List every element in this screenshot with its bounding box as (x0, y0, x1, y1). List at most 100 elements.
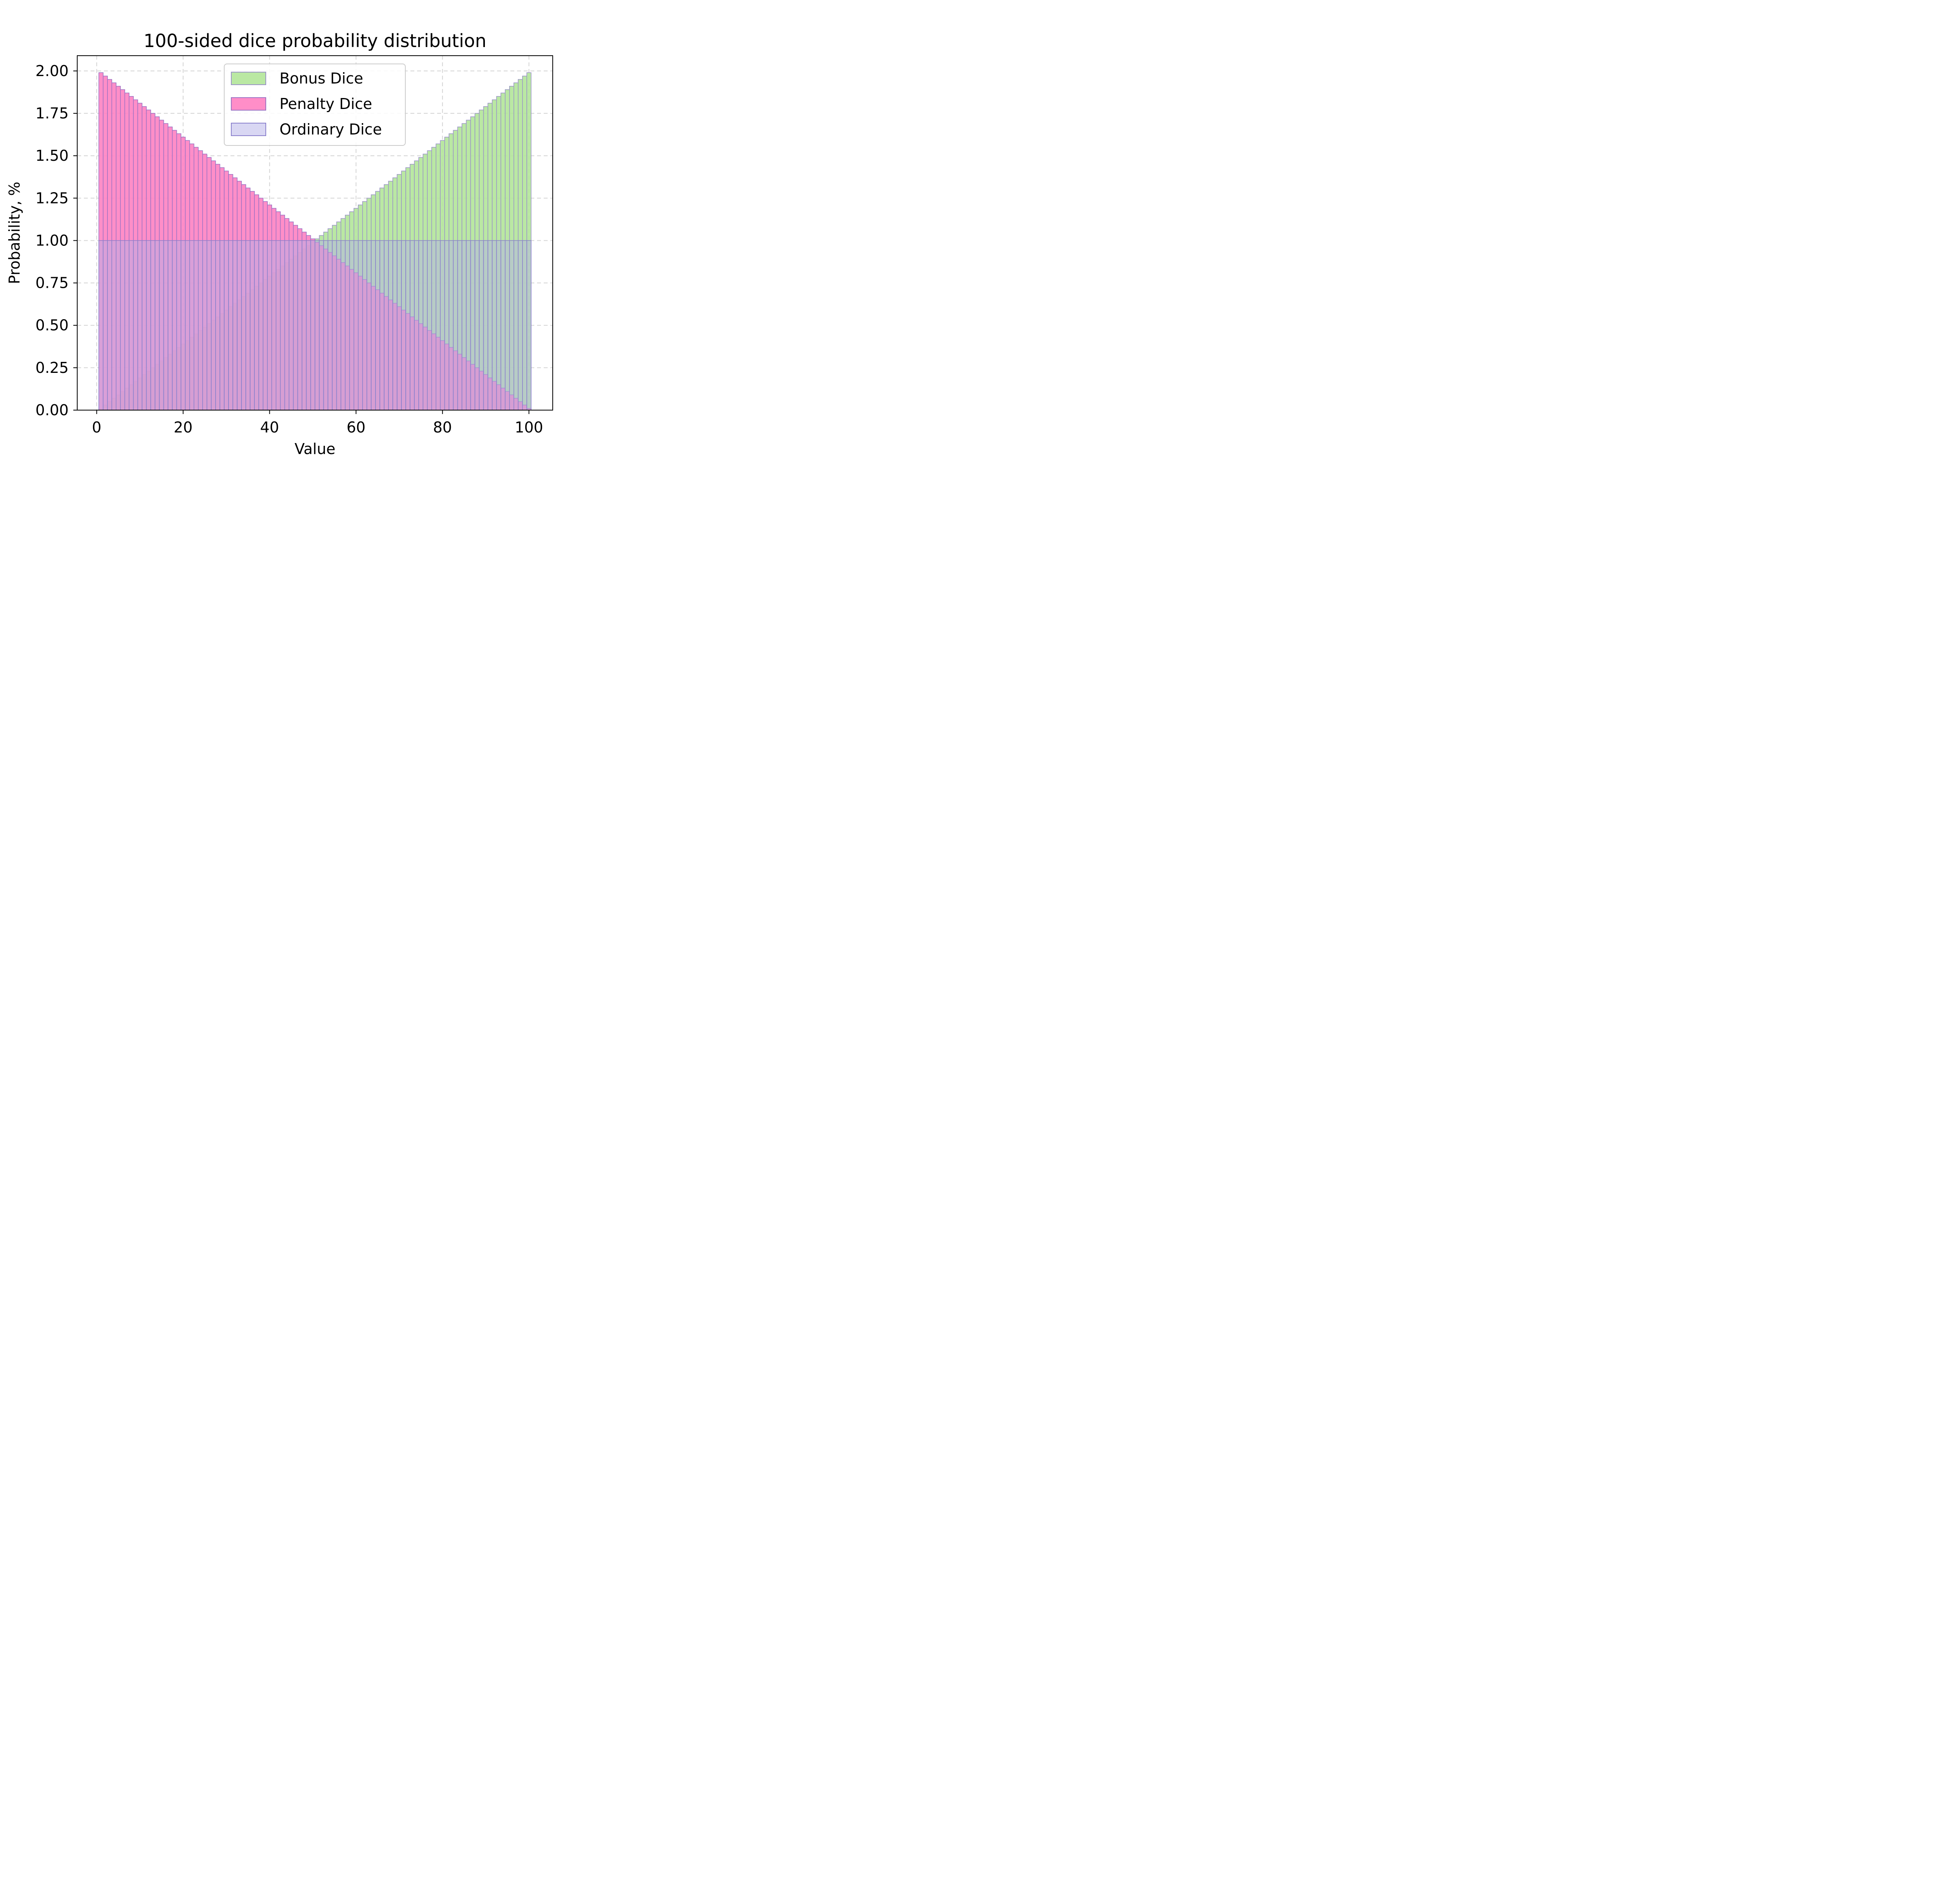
bar (167, 240, 173, 411)
legend-label: Ordinary Dice (279, 121, 382, 138)
bar (220, 240, 225, 411)
bar (466, 240, 471, 411)
legend-swatch (231, 72, 266, 85)
bar (427, 240, 432, 411)
bar (461, 240, 467, 411)
bar (159, 240, 164, 411)
bar (224, 240, 229, 411)
bar (319, 240, 324, 411)
bar (414, 240, 419, 411)
legend-swatch (231, 123, 266, 136)
bar (314, 240, 320, 411)
bar (336, 240, 341, 411)
bar (289, 240, 294, 411)
bar (215, 240, 220, 411)
bar (280, 240, 285, 411)
legend: Bonus Dice Penalty Dice Ordinary Dice (224, 64, 406, 146)
x-tick-label: 40 (260, 419, 279, 436)
bar (297, 240, 303, 411)
bar (254, 240, 259, 411)
bar (301, 240, 307, 411)
bar (349, 240, 354, 411)
bar (124, 240, 130, 411)
bar (198, 240, 203, 411)
chart-title: 100-sided dice probability distribution (143, 30, 486, 51)
bar (142, 240, 147, 411)
bar (293, 240, 298, 411)
bar (172, 240, 177, 411)
bar (448, 240, 454, 411)
bar (487, 240, 493, 411)
bar (358, 240, 363, 411)
bar (263, 240, 268, 411)
bar (176, 240, 181, 411)
bar (418, 240, 423, 411)
x-tick-label: 0 (92, 419, 102, 436)
bar (362, 240, 367, 411)
bar (431, 240, 437, 411)
bar (340, 240, 346, 411)
chart: 0 20 40 60 80 100 0.00 0.25 0.50 0.75 1.00 1.25 1.50… (0, 0, 606, 457)
bar (211, 240, 216, 411)
bar (98, 240, 103, 411)
bar (237, 240, 242, 411)
bar (137, 240, 143, 411)
bar (163, 240, 169, 411)
bar (388, 240, 393, 411)
bar (509, 240, 514, 411)
y-tick-label: 0.75 (35, 274, 69, 292)
bar (111, 240, 116, 411)
y-tick-label: 2.00 (35, 62, 69, 80)
x-tick-label: 80 (433, 419, 452, 436)
bar (250, 240, 255, 411)
bar (180, 240, 186, 411)
bar (367, 240, 372, 411)
y-tick-label: 1.75 (35, 105, 69, 122)
bar (332, 240, 337, 411)
bar (500, 240, 506, 411)
bar (379, 240, 385, 411)
x-axis-label: Value (294, 440, 335, 457)
bar (185, 240, 190, 411)
bar (228, 240, 233, 411)
bar (505, 240, 510, 411)
bar (107, 240, 112, 411)
bar (207, 240, 212, 411)
bar (323, 240, 328, 411)
bar (397, 240, 402, 411)
legend-swatch (231, 97, 266, 111)
series-ordinary-dice (98, 240, 532, 411)
bar (423, 240, 428, 411)
x-tick-label: 100 (515, 419, 543, 436)
bar (241, 240, 246, 411)
plot-frame (77, 55, 553, 411)
bar (453, 240, 458, 411)
bar (392, 240, 397, 411)
bar (410, 240, 415, 411)
bar (353, 240, 359, 411)
bar (245, 240, 250, 411)
legend-label: Bonus Dice (279, 70, 363, 87)
y-tick-label: 0.00 (35, 401, 69, 419)
bar (189, 240, 194, 411)
bar (202, 240, 207, 411)
bar (483, 240, 488, 411)
axis-ticks: 0 20 40 60 80 100 0.00 0.25 0.50 0.75 1.00 1.25 1.50… (35, 62, 543, 436)
bar (193, 240, 199, 411)
bar (492, 240, 497, 411)
bar (146, 240, 151, 411)
bar (518, 240, 523, 411)
bar (232, 240, 238, 411)
bar (120, 240, 125, 411)
bar (474, 240, 480, 411)
y-tick-label: 0.25 (35, 359, 69, 376)
y-tick-label: 1.00 (35, 232, 69, 249)
bar (384, 240, 389, 411)
bar (154, 240, 160, 411)
bar (371, 240, 376, 411)
x-tick-label: 20 (174, 419, 192, 436)
bar (284, 240, 290, 411)
bar (401, 240, 406, 411)
x-tick-label: 60 (347, 419, 365, 436)
legend-box (224, 64, 406, 146)
